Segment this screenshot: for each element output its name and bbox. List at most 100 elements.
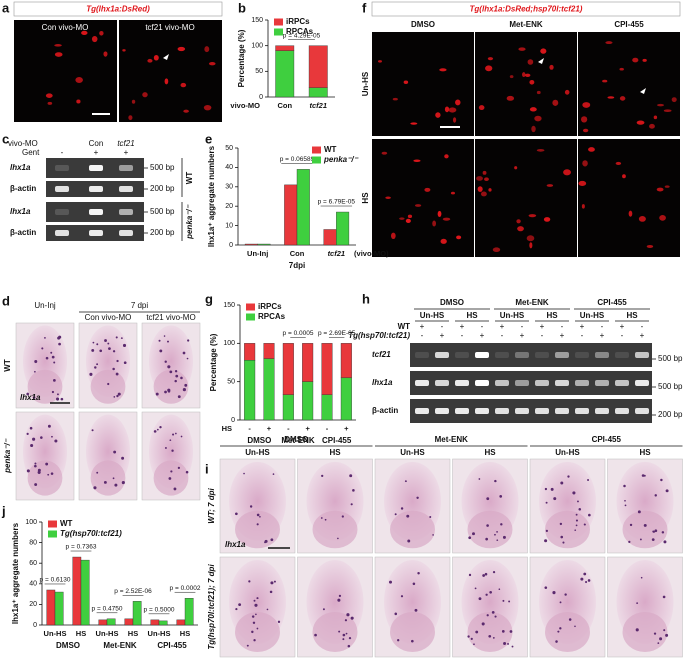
bar [336, 211, 350, 246]
cell-signal [528, 214, 537, 218]
legend-swatch [246, 303, 255, 311]
cell-signal [636, 120, 645, 125]
probe-label: lhx1a [20, 393, 41, 402]
cell-signal [414, 204, 422, 207]
stain-dot [346, 613, 350, 617]
y-tick-label: 20 [225, 203, 233, 210]
cell-signal [546, 184, 554, 187]
gel-row-label: lhx1a [10, 163, 31, 172]
image-label: Con vivo-MO [42, 23, 89, 32]
p-value: p = 0.6130 [40, 577, 71, 584]
gel-band [89, 186, 103, 192]
stain-dot [338, 594, 342, 598]
group-label: Met-ENK [281, 436, 315, 445]
cell-signal [522, 72, 526, 78]
tissue [27, 460, 63, 496]
gel-band [435, 380, 449, 386]
stain-dot [491, 610, 495, 614]
gel-band [635, 408, 649, 414]
bar [244, 343, 256, 361]
stain-dot [472, 532, 475, 536]
cell-signal [480, 191, 487, 197]
cell-signal [385, 196, 391, 199]
cell-signal [180, 82, 187, 88]
cell-signal [588, 147, 595, 152]
stain-dot [661, 531, 665, 534]
stain-dot [654, 494, 657, 497]
cell-signal [534, 115, 542, 122]
p-value: p = 0.5000 [144, 607, 175, 614]
stain-dot [584, 523, 586, 526]
cell-signal [147, 58, 153, 63]
cell-signal [75, 76, 83, 83]
y-tick-label: 50 [225, 145, 233, 152]
cell-signal [580, 116, 588, 123]
stain-dot [400, 507, 404, 510]
row-label: Un-HS [361, 71, 370, 96]
stain-dot [322, 608, 325, 611]
bar [244, 360, 256, 421]
cell-signal [476, 176, 483, 181]
genotype-label: penka⁻/⁻ [185, 204, 194, 240]
stain-dot [41, 347, 44, 350]
stain-dot [29, 426, 33, 430]
bar [158, 620, 168, 626]
stain-dot [663, 629, 666, 632]
group-label: Met-ENK [515, 298, 549, 307]
probe-label: lhx1a [225, 540, 246, 549]
stain-dot [557, 630, 560, 633]
stain-dot [248, 580, 251, 583]
stain-dot [342, 638, 345, 641]
y-tick-label: 0 [229, 242, 233, 249]
cell-signal [543, 217, 551, 222]
gel-band [415, 352, 429, 358]
stain-dot [482, 574, 486, 577]
sign: + [520, 331, 525, 340]
image-label: tcf21 vivo-MO [145, 23, 194, 32]
stain-dot [406, 514, 410, 518]
stain-dot [99, 349, 103, 353]
gel-band [455, 408, 469, 414]
stain-dot [45, 462, 49, 466]
cell-signal [506, 95, 515, 101]
stain-dot [657, 642, 660, 644]
cell-signal [564, 89, 570, 95]
category-label: HS [222, 424, 232, 433]
bar [184, 598, 194, 626]
stain-dot [259, 515, 261, 518]
cell-signal [602, 79, 608, 83]
size-label: 200 bp [150, 228, 175, 237]
cell-signal [410, 122, 418, 125]
stain-dot [93, 486, 97, 490]
fluorescence-image [372, 32, 474, 136]
panel-letter: e [205, 131, 212, 146]
row-label: penka⁻/⁻ [3, 438, 12, 474]
stain-dot [168, 477, 172, 480]
sign: - [561, 322, 564, 331]
stain-dot [429, 516, 432, 519]
gel-band [595, 408, 609, 414]
sign: + [580, 322, 585, 331]
gel-band [475, 380, 489, 386]
cell-signal [607, 96, 615, 99]
gel-band [119, 209, 133, 215]
gel-band [495, 352, 509, 358]
stain-dot [641, 474, 645, 477]
cell-signal [482, 170, 487, 175]
stain-dot [585, 580, 588, 584]
stain-dot [345, 632, 348, 635]
cell-signal [536, 90, 541, 95]
gel-row-label: β-actin [372, 406, 398, 415]
stain-dot [416, 496, 419, 500]
stain-dot [116, 359, 119, 363]
stain-dot [350, 616, 354, 620]
stain-dot [320, 517, 323, 519]
title-box [13, 1, 223, 17]
x-tick-label: tcf21 [328, 249, 346, 258]
fluorescence-image [578, 139, 680, 257]
stain-dot [623, 484, 626, 488]
cell-signal [440, 238, 447, 244]
stain-dot [474, 587, 477, 590]
legend-label: RPCAs [258, 312, 286, 321]
stain-dot [26, 432, 29, 436]
